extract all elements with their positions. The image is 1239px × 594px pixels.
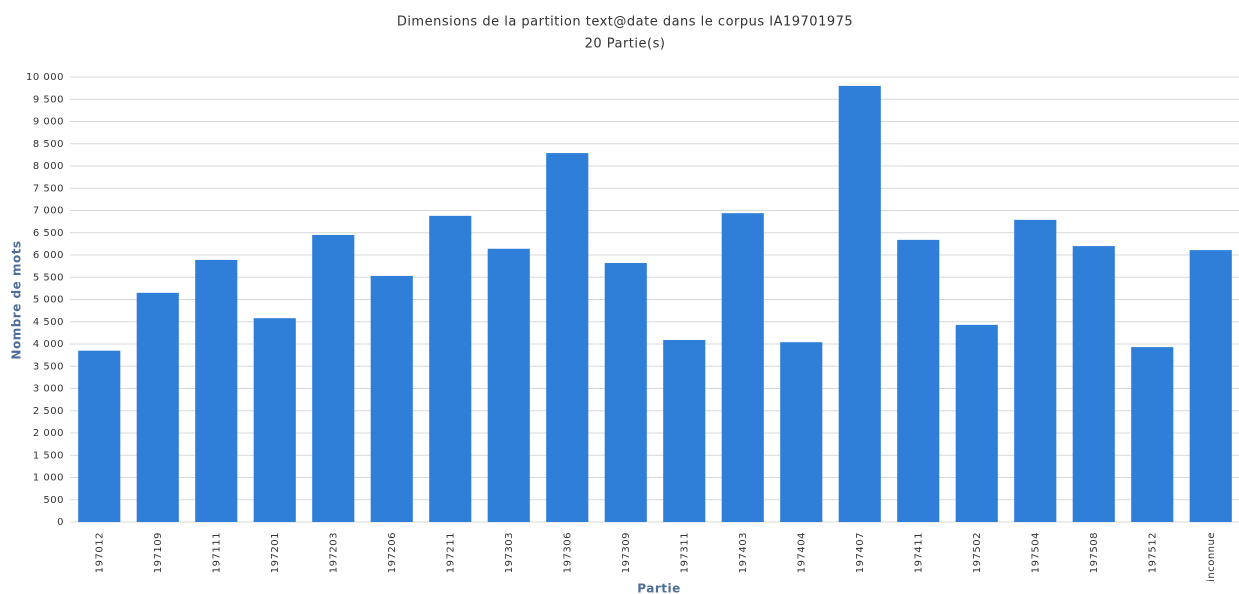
bar [721, 213, 764, 523]
x-tick-label: 197309 [621, 532, 632, 573]
x-tick-label: inconnue [1206, 532, 1217, 582]
bar [429, 215, 472, 522]
x-tick-label: 197403 [738, 532, 749, 573]
x-tick-label: 197211 [445, 532, 456, 573]
bar [312, 234, 355, 522]
x-tick-label: 197012 [94, 532, 105, 573]
bar [780, 342, 823, 522]
y-tick-label: 0 [57, 517, 64, 528]
y-tick-label: 6 000 [33, 250, 64, 261]
x-tick-label: 197407 [855, 532, 866, 573]
y-tick-label: 9 500 [33, 94, 64, 105]
x-tick-label: 197109 [153, 532, 164, 573]
x-axis-title: Partie [637, 582, 680, 594]
x-tick-label: 197502 [972, 532, 983, 573]
bar [78, 350, 121, 522]
x-tick-label: 197111 [211, 532, 222, 573]
x-tick-label: 197411 [913, 532, 924, 573]
y-tick-label: 2 000 [33, 428, 64, 439]
y-tick-label: 8 500 [33, 139, 64, 150]
y-tick-label: 7 000 [33, 206, 64, 217]
y-tick-label: 10 000 [26, 72, 64, 83]
y-tick-label: 9 000 [33, 117, 64, 128]
y-tick-label: 4 500 [33, 317, 64, 328]
bar [897, 239, 940, 522]
y-tick-label: 7 500 [33, 183, 64, 194]
bar [546, 153, 589, 522]
y-axis-title: Nombre de mots [10, 240, 24, 359]
bar [838, 85, 881, 523]
x-tick-label: 197404 [796, 532, 807, 573]
y-tick-label: 6 500 [33, 228, 64, 239]
x-tick-label: 197311 [679, 532, 690, 573]
x-tick-label: 197206 [387, 532, 398, 573]
x-tick-label: 197203 [328, 532, 339, 573]
bar [370, 275, 413, 522]
chart-title: Dimensions de la partition text@date dan… [397, 15, 853, 30]
bar [1189, 250, 1232, 523]
x-tick-label: 197508 [1089, 532, 1100, 573]
y-tick-label: 4 000 [33, 339, 64, 350]
y-tick-label: 5 000 [33, 295, 64, 306]
x-tick-label: 197512 [1147, 532, 1158, 573]
bar [1072, 246, 1115, 522]
x-tick-label: 197201 [270, 532, 281, 573]
y-tick-label: 1 500 [33, 450, 64, 461]
bar [136, 292, 179, 522]
y-tick-label: 8 000 [33, 161, 64, 172]
bar [487, 248, 530, 522]
bar [1014, 219, 1057, 522]
chart-subtitle: 20 Partie(s) [585, 37, 666, 52]
y-tick-label: 1 000 [33, 473, 64, 484]
x-tick-label: 197306 [562, 532, 573, 573]
bar [253, 318, 296, 522]
y-tick-label: 500 [43, 495, 64, 506]
bar [1131, 347, 1174, 522]
y-tick-label: 2 500 [33, 406, 64, 417]
x-tick-label: 197303 [504, 532, 515, 573]
bar [604, 263, 647, 522]
bar [195, 259, 238, 522]
x-tick-label: 197504 [1030, 532, 1041, 573]
y-tick-label: 5 500 [33, 272, 64, 283]
y-tick-label: 3 000 [33, 384, 64, 395]
y-tick-label: 3 500 [33, 361, 64, 372]
bar [663, 339, 706, 522]
bar [955, 324, 998, 522]
